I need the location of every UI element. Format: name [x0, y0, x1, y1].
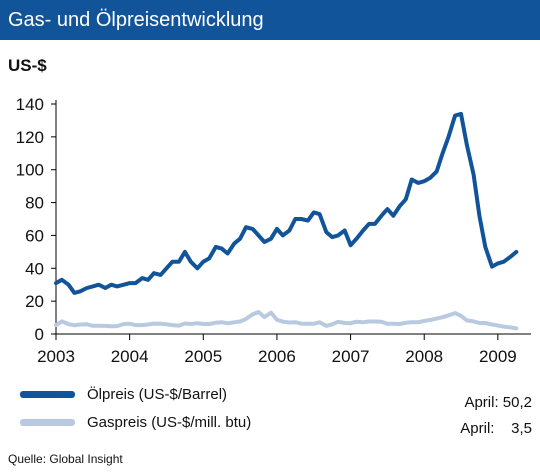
y-tick-label: 20	[25, 292, 44, 311]
y-tick-label: 60	[25, 226, 44, 245]
annotation-gas-april: April: 3,5	[460, 420, 532, 437]
y-tick-label: 80	[25, 194, 44, 213]
y-tick-label: 120	[16, 128, 44, 147]
annotation-gas-label: April:	[460, 420, 495, 437]
x-tick-label: 2004	[111, 347, 149, 366]
y-tick-label: 40	[25, 259, 44, 278]
legend-item-oil: Ölpreis (US-$/Barrel)	[20, 386, 227, 403]
x-tick-label: 2007	[332, 347, 370, 366]
chart-title: Gas- und Ölpreisentwicklung	[0, 0, 540, 40]
legend-swatch-gas	[20, 419, 75, 426]
x-tick-label: 2008	[405, 347, 443, 366]
annotation-oil-value: 50,2	[502, 394, 532, 411]
x-tick-label: 2006	[258, 347, 296, 366]
source-note: Quelle: Global Insight	[8, 452, 123, 466]
annotation-gas-value: 3,5	[511, 420, 532, 437]
y-unit-label: US-$	[8, 56, 47, 75]
x-tick-label: 2009	[479, 347, 517, 366]
x-tick-label: 2003	[37, 347, 75, 366]
legend-label-gas: Gaspreis (US-$/mill. btu)	[87, 414, 252, 431]
legend-label-oil: Ölpreis (US-$/Barrel)	[87, 386, 228, 403]
series-line-gas	[54, 310, 519, 331]
y-tick-label: 100	[16, 161, 44, 180]
y-tick-label: 0	[35, 325, 44, 344]
legend-item-gas: Gaspreis (US-$/mill. btu)	[20, 414, 251, 431]
series-line-oil	[54, 111, 519, 295]
y-tick-label: 140	[16, 95, 44, 114]
x-tick-label: 2005	[184, 347, 222, 366]
annotation-oil-label: April:	[464, 394, 499, 411]
legend-swatch-oil	[20, 391, 75, 398]
annotation-oil-april: April: 50,2	[464, 394, 532, 411]
